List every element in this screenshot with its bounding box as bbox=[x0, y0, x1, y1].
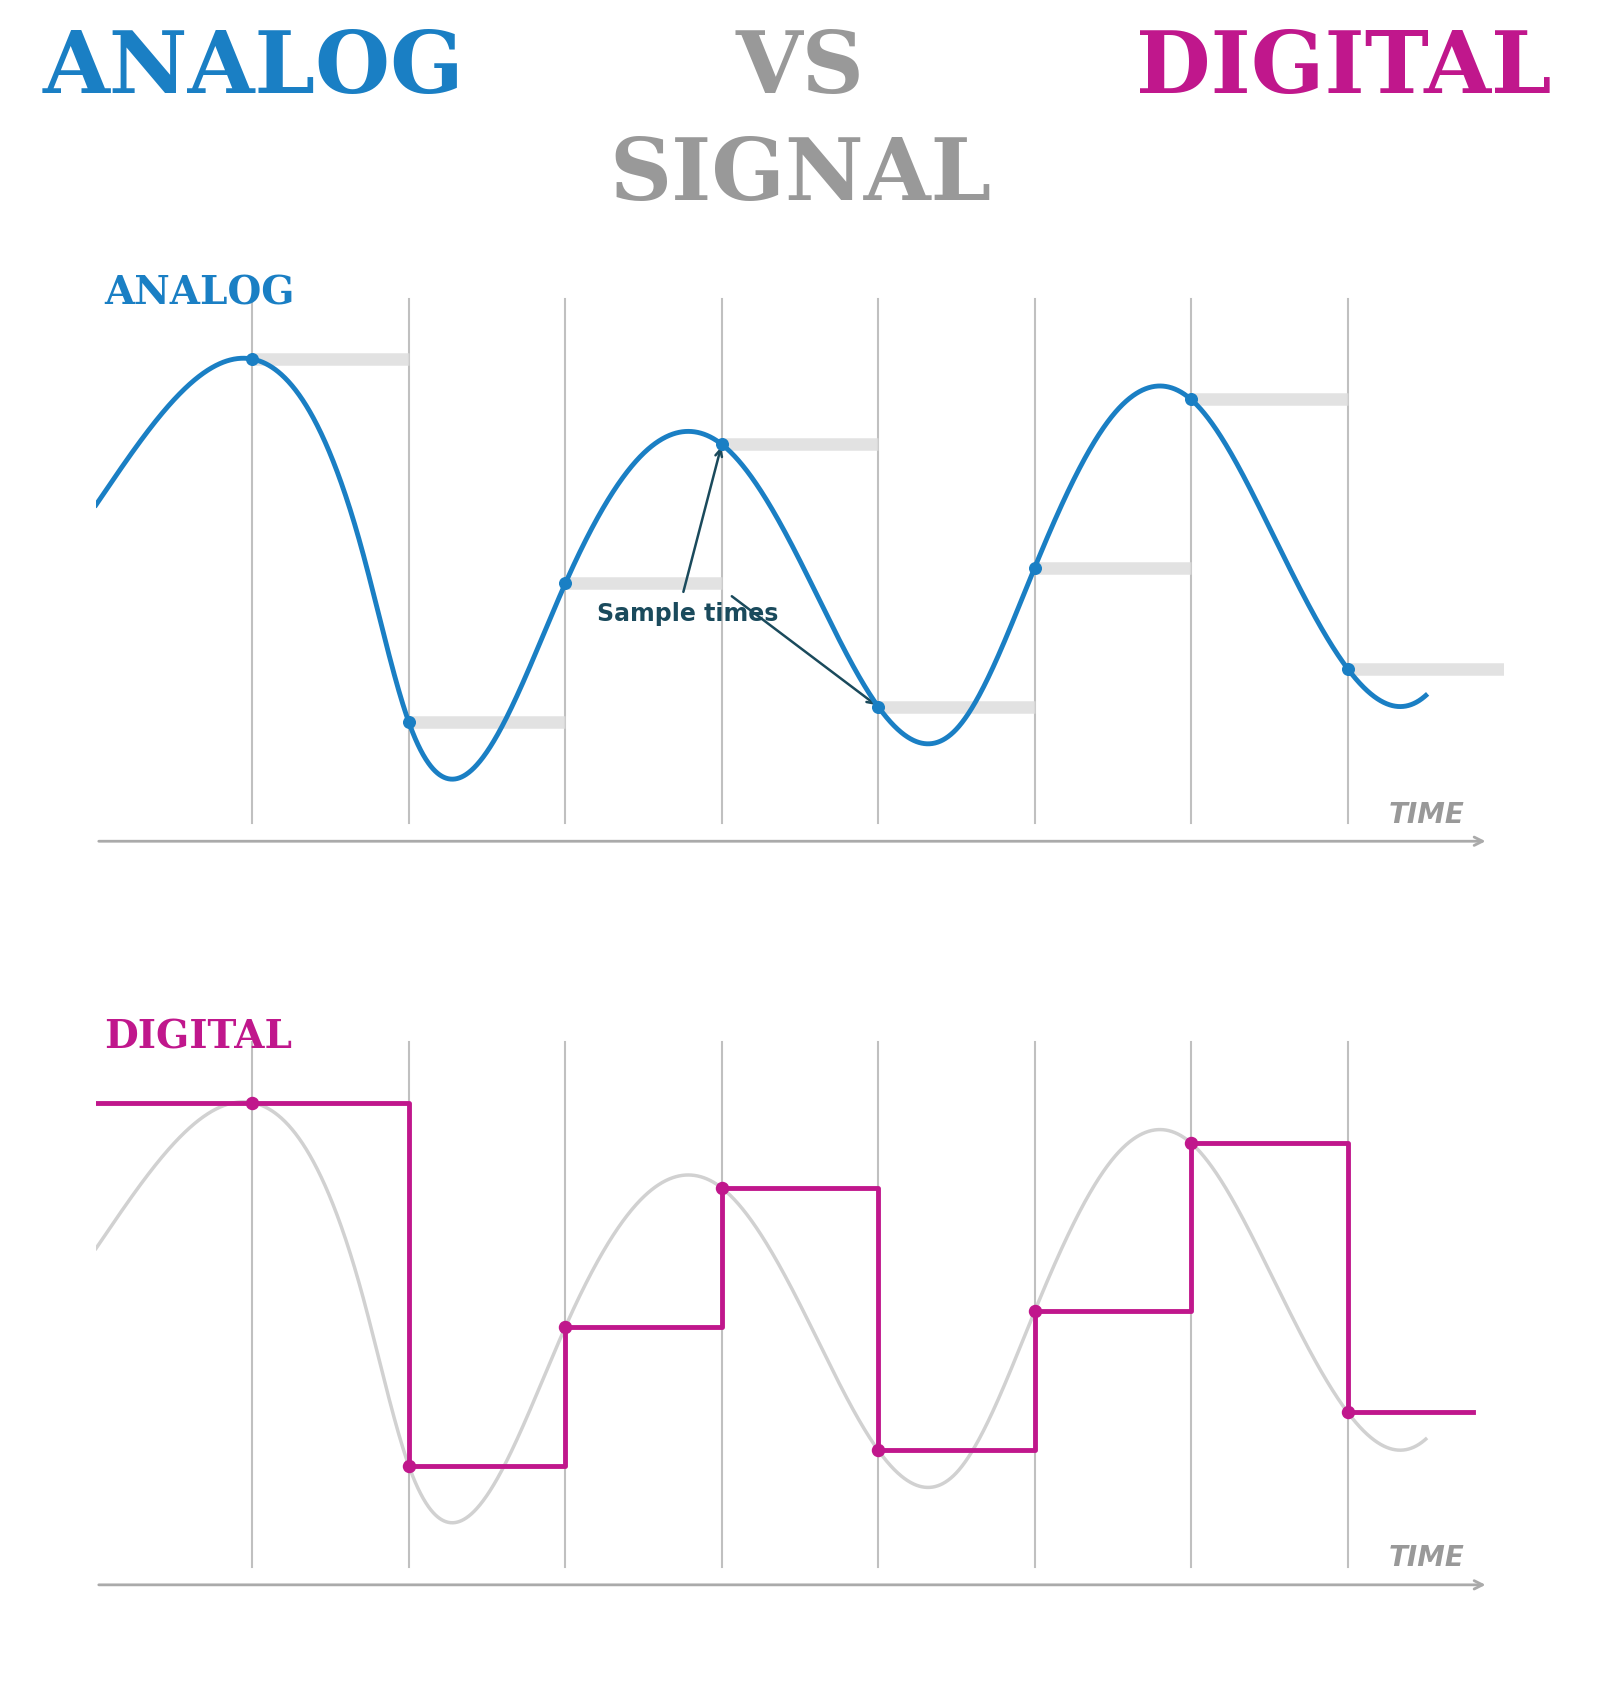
Point bbox=[552, 1314, 578, 1341]
Text: VS: VS bbox=[736, 27, 864, 110]
Point bbox=[1334, 655, 1360, 682]
Text: SIGNAL: SIGNAL bbox=[610, 135, 990, 218]
Point bbox=[709, 431, 734, 458]
Point bbox=[709, 1174, 734, 1201]
Text: ANALOG: ANALOG bbox=[104, 275, 294, 312]
Point bbox=[1178, 387, 1203, 414]
Point bbox=[866, 694, 891, 721]
Text: Sample times: Sample times bbox=[597, 601, 778, 627]
Point bbox=[397, 709, 422, 736]
Point bbox=[240, 1089, 266, 1116]
Point bbox=[866, 1437, 891, 1464]
Text: TIME: TIME bbox=[1389, 1544, 1466, 1571]
Point bbox=[1178, 1130, 1203, 1157]
Text: ANALOG: ANALOG bbox=[42, 27, 464, 110]
Point bbox=[1022, 1297, 1048, 1324]
Point bbox=[1334, 1398, 1360, 1426]
Text: DIGITAL: DIGITAL bbox=[104, 1018, 291, 1056]
Point bbox=[240, 346, 266, 373]
Point bbox=[552, 571, 578, 598]
Text: TIME: TIME bbox=[1389, 801, 1466, 828]
Point bbox=[1022, 554, 1048, 581]
Text: DIGITAL: DIGITAL bbox=[1136, 27, 1552, 110]
Point bbox=[397, 1453, 422, 1480]
